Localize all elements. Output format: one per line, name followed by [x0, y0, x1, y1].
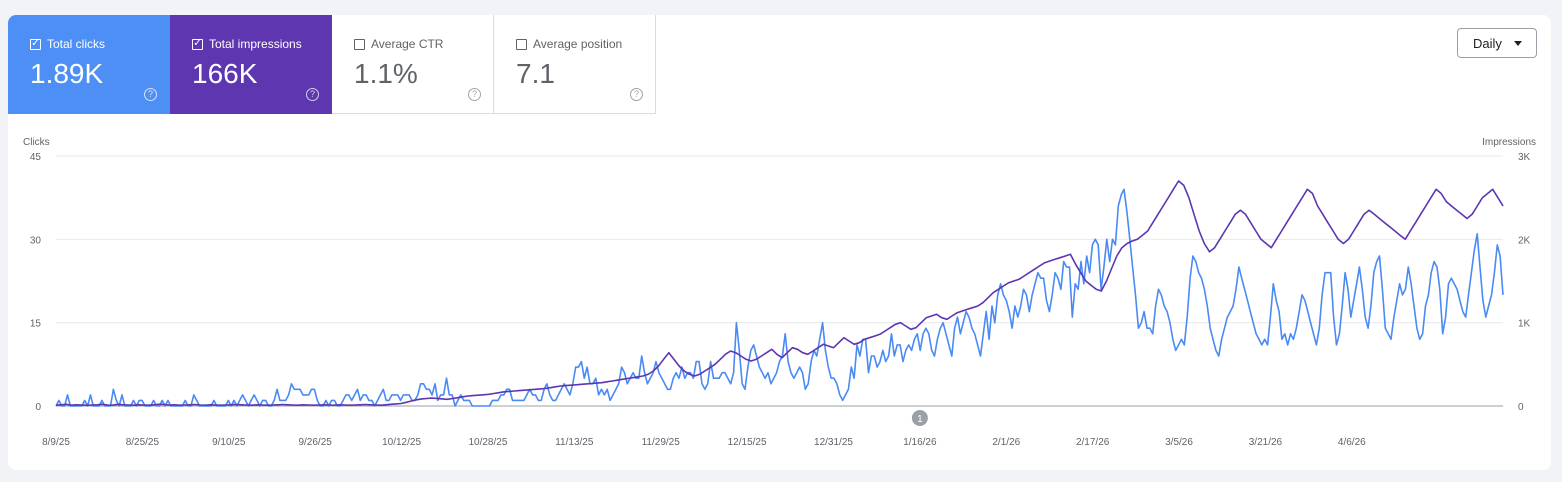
caret-down-icon	[1514, 41, 1522, 46]
range-select[interactable]: Daily	[1457, 28, 1537, 58]
right-y-tick-label: 2K	[1518, 235, 1531, 246]
tile-header: Average CTR	[354, 37, 443, 51]
metric-tiles: ✓ Total clicks 1.89K ? ✓ Total impressio…	[8, 15, 656, 114]
x-tick-label: 12/31/25	[814, 437, 853, 448]
tile-value: 1.1%	[354, 58, 418, 89]
checkbox-checked-icon[interactable]: ✓	[30, 38, 41, 50]
left-axis-title: Clicks	[23, 137, 50, 148]
x-tick-label: 10/28/25	[468, 437, 507, 448]
left-y-tick-label: 15	[30, 319, 42, 330]
x-tick-label: 2/1/26	[992, 437, 1020, 448]
range-select-label: Daily	[1473, 35, 1502, 51]
left-y-tick-label: 45	[30, 152, 42, 163]
right-axis-title: Impressions	[1482, 137, 1536, 148]
left-axis-ticks: 0 15 30 45	[30, 152, 42, 413]
tile-label: Average CTR	[371, 37, 444, 51]
performance-chart: Clicks Impressions 0 15 30 45 0 1K 2K 3K 8/9/2…	[23, 137, 1536, 448]
help-icon[interactable]: ?	[306, 88, 319, 101]
left-y-tick-label: 30	[30, 235, 42, 246]
impressions-series-line[interactable]	[55, 180, 1504, 406]
annotation-circle[interactable]	[911, 410, 928, 426]
x-tick-label: 11/29/25	[642, 437, 681, 448]
tile-average-ctr[interactable]: Average CTR 1.1% ?	[332, 15, 494, 114]
tile-header: ✓ Total impressions	[192, 37, 302, 51]
grid-lines	[56, 155, 1503, 407]
annotation-label: 1	[917, 414, 923, 425]
x-tick-label: 9/10/25	[212, 437, 246, 448]
x-tick-label: 12/15/25	[728, 437, 767, 448]
x-tick-label: 10/12/25	[382, 437, 421, 448]
left-y-tick-label: 0	[35, 402, 41, 413]
tile-label: Total clicks	[47, 37, 106, 51]
help-icon[interactable]: ?	[630, 88, 643, 101]
clicks-series-line[interactable]	[55, 188, 1504, 407]
x-tick-label: 3/21/26	[1249, 437, 1283, 448]
series-lines[interactable]	[55, 180, 1504, 407]
tile-value: 1.89K	[30, 58, 104, 89]
right-y-tick-label: 3K	[1518, 152, 1531, 163]
tile-header: Average position	[516, 37, 622, 51]
x-tick-label: 8/25/25	[126, 437, 160, 448]
x-tick-label: 8/9/25	[42, 437, 70, 448]
help-icon[interactable]: ?	[468, 88, 481, 101]
x-tick-label: 1/16/26	[903, 437, 937, 448]
right-y-tick-label: 1K	[1518, 319, 1531, 330]
right-axis-ticks: 0 1K 2K 3K	[1518, 152, 1531, 413]
checkbox-unchecked-icon[interactable]	[354, 38, 365, 50]
checkbox-unchecked-icon[interactable]	[516, 38, 527, 50]
x-axis-ticks: 8/9/25 8/25/25 9/10/25 9/26/25 10/12/25 10/28…	[42, 437, 1366, 448]
annotation-marker[interactable]: 1	[911, 410, 928, 426]
tile-label: Total impressions	[209, 37, 302, 51]
tile-value: 7.1	[516, 58, 555, 89]
tile-total-clicks[interactable]: ✓ Total clicks 1.89K ?	[8, 15, 170, 114]
tile-header: ✓ Total clicks	[30, 37, 105, 51]
x-tick-label: 4/6/26	[1338, 437, 1366, 448]
checkbox-checked-icon[interactable]: ✓	[192, 38, 203, 50]
x-tick-label: 2/17/26	[1076, 437, 1110, 448]
tile-average-position[interactable]: Average position 7.1 ?	[494, 15, 656, 114]
performance-card: ✓ Total clicks 1.89K ? ✓ Total impressio…	[8, 15, 1551, 470]
right-y-tick-label: 0	[1518, 402, 1524, 413]
help-icon[interactable]: ?	[144, 88, 157, 101]
x-tick-label: 9/26/25	[298, 437, 332, 448]
x-tick-label: 11/13/25	[555, 437, 594, 448]
tile-label: Average position	[533, 37, 623, 51]
tile-total-impressions[interactable]: ✓ Total impressions 166K ?	[170, 15, 332, 114]
tile-value: 166K	[192, 58, 258, 89]
x-tick-label: 3/5/26	[1165, 437, 1193, 448]
